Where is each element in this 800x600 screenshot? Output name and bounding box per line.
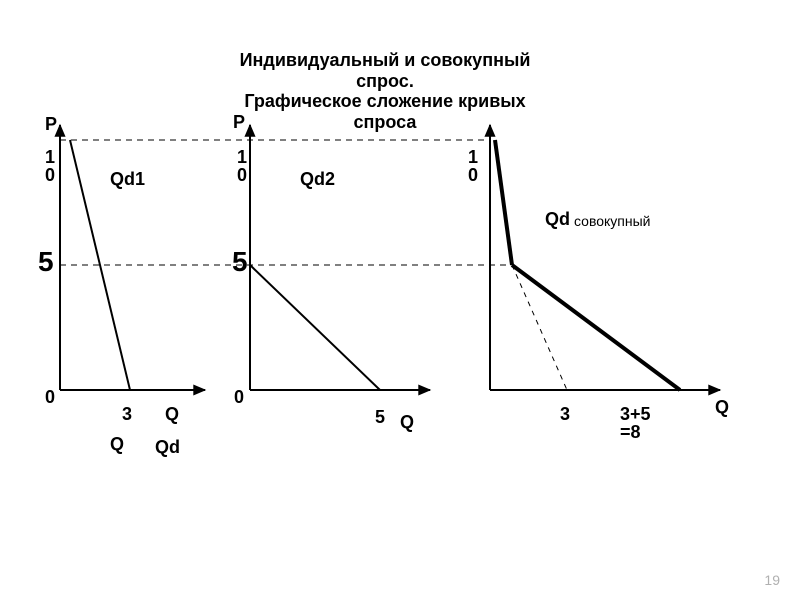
chart1-label-P: P	[45, 115, 57, 133]
chart1-label-Qd1: Qd1	[110, 170, 145, 188]
chart-canvas	[0, 0, 800, 600]
chart1-label-Qd: Qd	[155, 438, 180, 456]
chart2-label-v10: 1 0	[237, 148, 247, 184]
chart3-label-Qd: Qd	[545, 210, 570, 228]
chart1-label-x3: 3	[122, 405, 132, 423]
chart3-label-x3: 3	[560, 405, 570, 423]
chart1-label-Qbelow: Q	[110, 435, 124, 453]
chart2-label-x5: 5	[375, 408, 385, 426]
chart3-label-x8: 3+5 =8	[620, 405, 651, 441]
chart1-label-Q: Q	[165, 405, 179, 423]
chart2-label-v5: 5	[232, 248, 248, 276]
chart3-label-v10: 1 0	[468, 148, 478, 184]
chart2-label-Qd2: Qd2	[300, 170, 335, 188]
chart1-label-v5: 5	[38, 248, 54, 276]
chart2-label-v0: 0	[234, 388, 244, 406]
page-number: 19	[764, 572, 780, 588]
chart3-label-Q: Q	[715, 398, 729, 416]
chart3-label-sov: совокупный	[574, 214, 651, 228]
chart2-label-Q: Q	[400, 413, 414, 431]
chart2-label-P: P	[233, 113, 245, 131]
chart1-label-v10: 1 0	[45, 148, 55, 184]
chart1-label-v0: 0	[45, 388, 55, 406]
